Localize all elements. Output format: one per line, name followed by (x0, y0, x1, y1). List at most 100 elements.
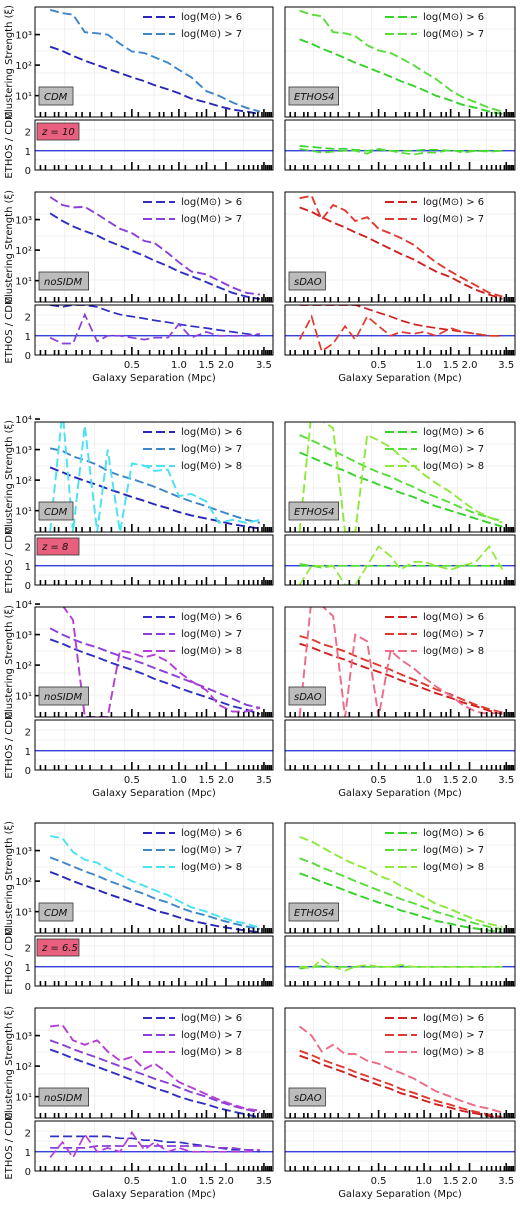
legend-entry: log(M⊙) > 6 (181, 612, 242, 623)
y-tick-label: 10² (15, 661, 32, 672)
y-tick-label: 10¹ (15, 507, 32, 518)
ratio-tick-label: 1 (25, 963, 31, 974)
panel-ethos4: ETHOS4 log(M⊙) > 6 log(M⊙) > 7 log(M⊙) > 8 (284, 421, 516, 586)
redshift-label: z = 8 (41, 542, 68, 553)
y-tick-label: 10¹ (15, 92, 32, 103)
series-line (49, 466, 261, 530)
model-label: sDAO (294, 277, 322, 288)
ratio-tick-label: 2 (25, 543, 31, 554)
x-tick-label: 3.5 (256, 775, 272, 786)
ratio-frame (34, 1120, 274, 1172)
series-line (299, 206, 503, 300)
ratio-line (49, 1130, 261, 1160)
series-line (299, 451, 503, 528)
panel-sdao: sDAO log(M⊙) > 6 log(M⊙) > 7 0.5 1.0 1.5 2.0 3.… (284, 191, 516, 384)
plot-frame (284, 6, 516, 118)
ratio-frame (284, 304, 516, 356)
model-label: sDAO (294, 1093, 322, 1104)
plot-frame (284, 1007, 516, 1119)
x-tick-label: 1.5 (443, 1176, 459, 1187)
plot-frame (284, 191, 516, 303)
ratio-frame (284, 534, 516, 586)
model-label-box (288, 501, 339, 521)
series-line (49, 1048, 261, 1118)
y-tick-label: 10⁴ (15, 415, 32, 426)
series-line (298, 607, 503, 717)
legend-entry: log(M⊙) > 8 (423, 862, 484, 873)
legend-entry: log(M⊙) > 7 (423, 629, 484, 640)
y-axis-label: Clustering Strength (ξ) (4, 420, 15, 534)
ratio-frame (34, 935, 274, 987)
ratio-frame (34, 119, 274, 171)
series-line (299, 9, 503, 113)
legend-entry: log(M⊙) > 7 (423, 444, 484, 455)
y-tick-label: 10³ (15, 31, 32, 42)
ratio-group (35, 305, 273, 345)
x-tick-label: 3.5 (256, 360, 272, 371)
x-tick-label: 0.5 (371, 775, 387, 786)
ratio-group (35, 1130, 273, 1160)
series-line (299, 857, 503, 931)
ratio-tick-label: 0 (25, 166, 31, 177)
series-line (49, 835, 261, 929)
y-tick-label: 10² (15, 476, 32, 487)
legend-entry: log(M⊙) > 6 (423, 197, 484, 208)
model-label-box (38, 1087, 89, 1107)
redshift-block: 10¹ 10² 10³ CDM log(M⊙) > 6 log(M⊙) > 7 0 1 2 z =… (4, 5, 516, 384)
ratio-tick-label: 2 (25, 728, 31, 739)
y-tick-label: 10³ (15, 847, 32, 858)
series-line (49, 627, 261, 709)
series-line (299, 836, 503, 928)
model-label-box (288, 1087, 326, 1107)
ratio-tick-label: 0 (25, 982, 31, 993)
ratio-line (299, 964, 503, 968)
ratio-tick-label: 2 (25, 944, 31, 955)
ratio-axis-label: ETHOS / CDM (4, 111, 15, 178)
ratio-tick-label: 1 (25, 1148, 31, 1159)
redshift-label-box (36, 537, 80, 556)
redshift-block: 10¹ 10² 10³ CDM log(M⊙) > 6 log(M⊙) > 7 log(M⊙… (4, 821, 516, 1200)
legend-entry: log(M⊙) > 6 (181, 12, 242, 23)
y-tick-label: 10¹ (15, 1093, 32, 1104)
panel-ethos4: ETHOS4 log(M⊙) > 6 log(M⊙) > 7 (284, 6, 516, 171)
ratio-line (49, 305, 261, 337)
ratio-frame (284, 719, 516, 771)
ratio-frame (284, 935, 516, 987)
x-tick-label: 1.0 (171, 775, 187, 786)
redshift-label-box (36, 122, 80, 141)
series-line (49, 1039, 261, 1114)
legend-entry: log(M⊙) > 8 (181, 1047, 242, 1058)
plot-frame (34, 822, 274, 934)
redshift-label: z = 10 (41, 127, 75, 138)
model-label: CDM (44, 92, 68, 103)
x-axis-label: Galaxy Separation (Mpc) (92, 373, 216, 384)
ratio-frame (284, 119, 516, 171)
series-line (49, 8, 261, 113)
model-label: noSIDM (44, 277, 82, 288)
panel-nosidm: 10¹ 10² 10³ noSIDM log(M⊙) > 6 log(M⊙) > 7 log… (4, 1006, 274, 1200)
ratio-tick-label: 2 (25, 313, 31, 324)
x-tick-label: 1.5 (198, 360, 214, 371)
panel-cdm: 10¹ 10² 10³ CDM log(M⊙) > 6 log(M⊙) > 7 0 1 2 z =… (4, 5, 274, 179)
legend-entry: log(M⊙) > 6 (181, 427, 242, 438)
series-group (298, 607, 503, 717)
y-tick-label: 10¹ (15, 692, 32, 703)
ratio-tick-label: 0 (25, 1167, 31, 1178)
x-tick-label: 3.5 (498, 1176, 514, 1187)
y-tick-label: 10² (15, 61, 32, 72)
redshift-label-box (36, 938, 80, 957)
plot-frame (34, 421, 274, 533)
panel-ethos4: ETHOS4 log(M⊙) > 6 log(M⊙) > 7 log(M⊙) > 8 (284, 822, 516, 987)
ratio-axis-label: ETHOS / CDM (4, 1112, 15, 1179)
plot-frame (284, 421, 516, 533)
panel-sdao: sDAO log(M⊙) > 6 log(M⊙) > 7 log(M⊙) > 8 0.5… (284, 1007, 516, 1200)
series-line (49, 856, 261, 930)
legend-entry: log(M⊙) > 7 (181, 1030, 242, 1041)
ratio-tick-label: 0 (25, 766, 31, 777)
legend-entry: log(M⊙) > 6 (423, 12, 484, 23)
ratio-tick-label: 1 (25, 562, 31, 573)
x-axis-label: Galaxy Separation (Mpc) (92, 788, 216, 799)
plot-frame (284, 606, 516, 718)
model-label: CDM (44, 507, 68, 518)
series-line (299, 194, 503, 298)
